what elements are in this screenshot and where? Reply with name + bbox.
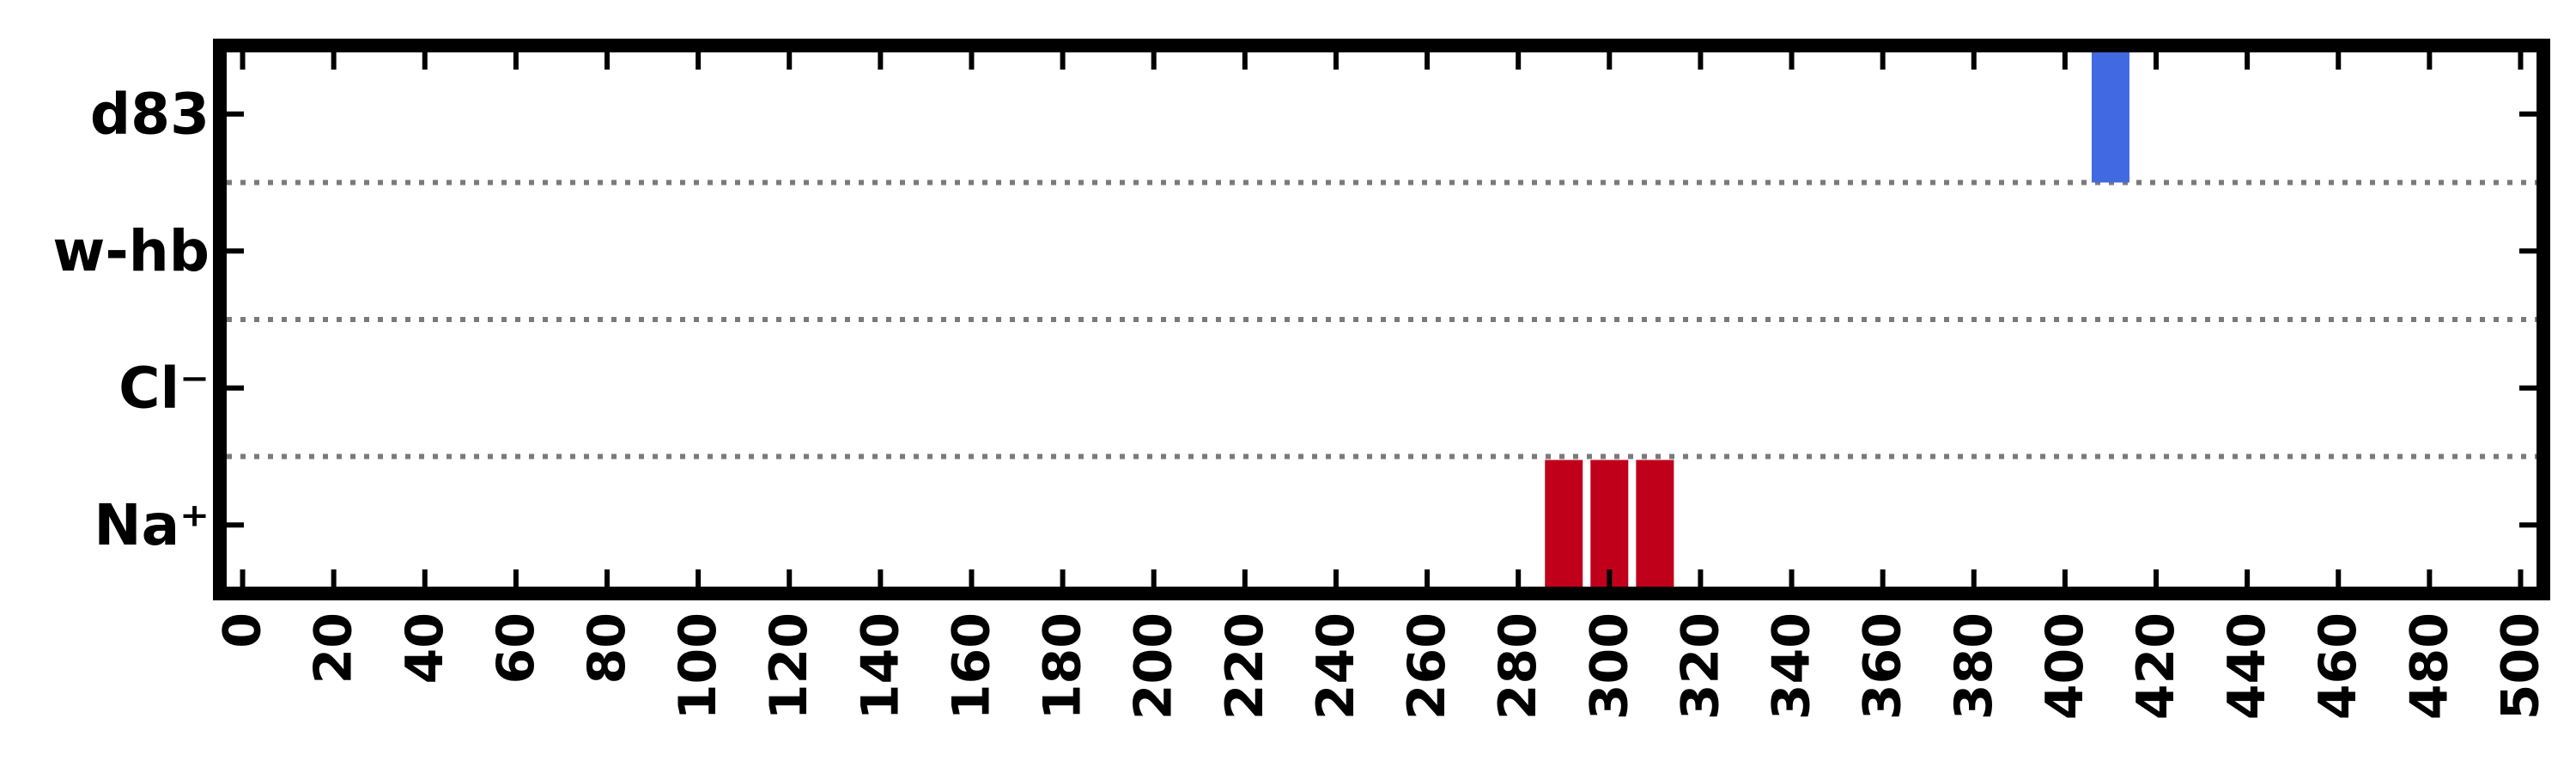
x-tick-label: 100 — [668, 612, 728, 720]
separator-lines — [227, 180, 2537, 460]
x-tick-label: 240 — [1306, 612, 1366, 720]
bar — [1590, 460, 1629, 587]
category-label: Na⁺ — [94, 492, 210, 558]
x-tick-label: 160 — [941, 612, 1001, 720]
x-tick-label: 140 — [850, 612, 910, 720]
category-label: w-hb — [52, 218, 210, 284]
x-tick-label: 500 — [2490, 612, 2550, 720]
x-tick-label: 20 — [304, 612, 364, 685]
x-tick-label: 180 — [1033, 612, 1093, 720]
x-tick-label: 0 — [213, 612, 273, 648]
x-tick-label: 320 — [1670, 612, 1730, 720]
x-tick-label: 280 — [1488, 612, 1548, 720]
x-tick-label: 40 — [395, 612, 455, 685]
x-tick-labels: 0 20 40 60 80 100 120 140 160 180 200 220 240 260 280 3… — [213, 612, 2551, 720]
x-tick-label: 360 — [1853, 612, 1913, 720]
category-labels: d83 w-hb Cl⁻ Na⁺ — [52, 81, 210, 558]
bar — [1636, 460, 1674, 587]
x-tick-label: 60 — [486, 612, 546, 685]
x-tick-label: 220 — [1215, 612, 1275, 720]
x-tick-label: 120 — [759, 612, 819, 720]
x-tick-label: 340 — [1762, 612, 1822, 720]
x-tick-label: 480 — [2399, 612, 2459, 720]
x-tick-label: 400 — [2035, 612, 2095, 720]
bar — [1545, 460, 1583, 587]
x-tick-label: 260 — [1397, 612, 1457, 720]
x-tick-label: 80 — [577, 612, 637, 685]
x-tick-label: 380 — [1944, 612, 2004, 720]
x-tick-label: 300 — [1579, 612, 1639, 720]
bar — [2091, 49, 2129, 183]
x-tick-label: 200 — [1124, 612, 1184, 720]
bars — [1545, 49, 2129, 587]
category-label: d83 — [90, 81, 210, 147]
category-label: Cl⁻ — [118, 355, 210, 421]
x-tick-label: 460 — [2308, 612, 2368, 720]
x-tick-label: 440 — [2217, 612, 2277, 720]
plot-frame — [213, 39, 2550, 600]
x-tick-label: 420 — [2126, 612, 2186, 720]
